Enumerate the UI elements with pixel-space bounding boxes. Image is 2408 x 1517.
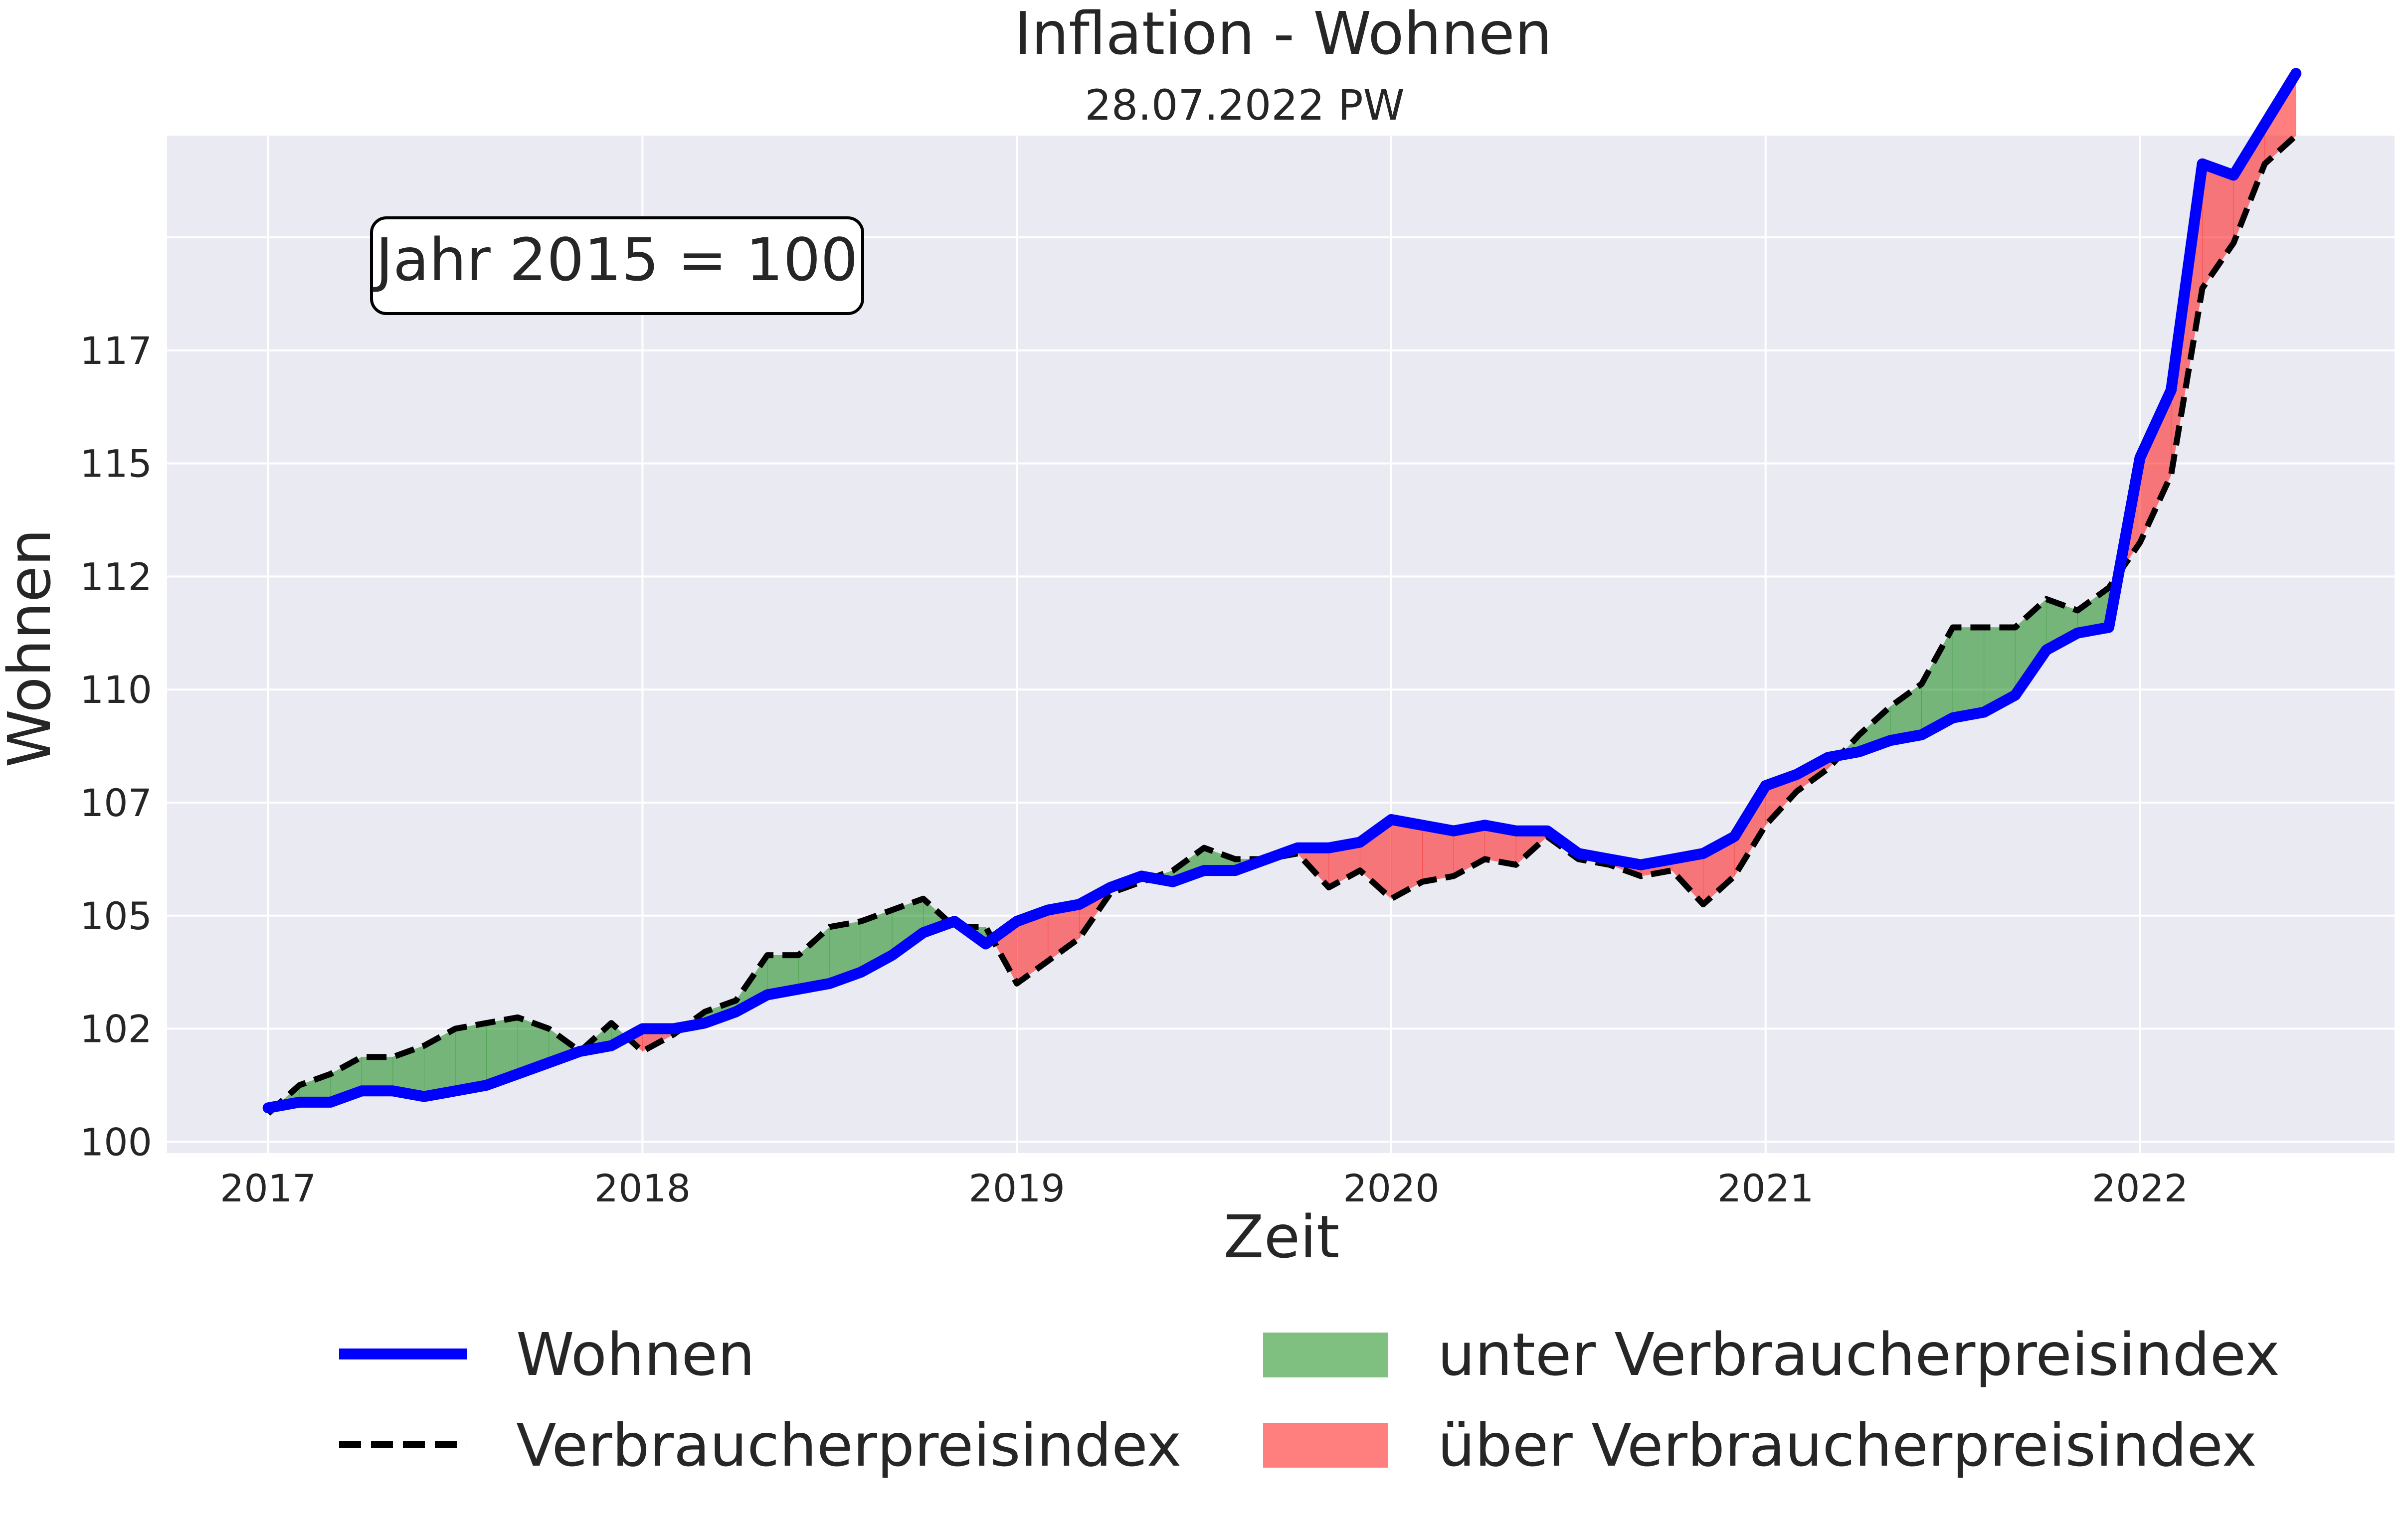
y-tick-label: 100 — [80, 1120, 152, 1164]
legend-label-vpi: Verbraucherpreisindex — [516, 1411, 1181, 1480]
y-tick-label: 105 — [80, 894, 152, 938]
y-tick-label: 102 — [80, 1007, 152, 1051]
y-tick-label: 112 — [80, 554, 152, 599]
legend-label-unter: unter Verbraucherpreisindex — [1438, 1320, 2280, 1389]
x-tick-label: 2018 — [594, 1166, 691, 1210]
x-ticks: 2017 2018 2019 2020 2021 2022 — [220, 1166, 2188, 1210]
legend-label-wohnen: Wohnen — [516, 1320, 755, 1389]
series-line-wohnen — [262, 68, 2302, 1114]
legend-label-ueber: über Verbraucherpreisindex — [1438, 1411, 2257, 1480]
fill-unter-segment — [1952, 627, 1985, 718]
annotation-text: Jahr 2015 = 100 — [372, 225, 858, 294]
annotation-box: Jahr 2015 = 100 — [370, 216, 864, 315]
y-tick-label: 117 — [80, 329, 152, 373]
y-tick-label: 115 — [80, 442, 152, 486]
y-tick-label: 107 — [80, 781, 152, 825]
legend-swatch-unter — [1263, 1333, 1388, 1377]
series-lines — [262, 68, 2302, 1116]
y-ticks: 100 102 105 107 110 112 115 117 — [80, 329, 152, 1164]
x-tick-label: 2019 — [969, 1166, 1065, 1210]
x-tick-label: 2020 — [1343, 1166, 1439, 1210]
chart-title: Inflation - Wohnen — [1014, 0, 1552, 68]
legend: Wohnen Verbraucherpreisindex unter Verbr… — [339, 1320, 2280, 1480]
chart-subtitle: 28.07.2022 PW — [1085, 81, 1404, 130]
x-tick-label: 2017 — [220, 1166, 316, 1210]
x-axis-label: Zeit — [1224, 1202, 1340, 1271]
x-tick-label: 2022 — [2092, 1166, 2188, 1210]
legend-swatch-ueber — [1263, 1423, 1388, 1468]
y-axis-label: Wohnen — [0, 529, 64, 768]
y-tick-label: 110 — [80, 668, 152, 712]
x-tick-label: 2021 — [1717, 1166, 1814, 1210]
